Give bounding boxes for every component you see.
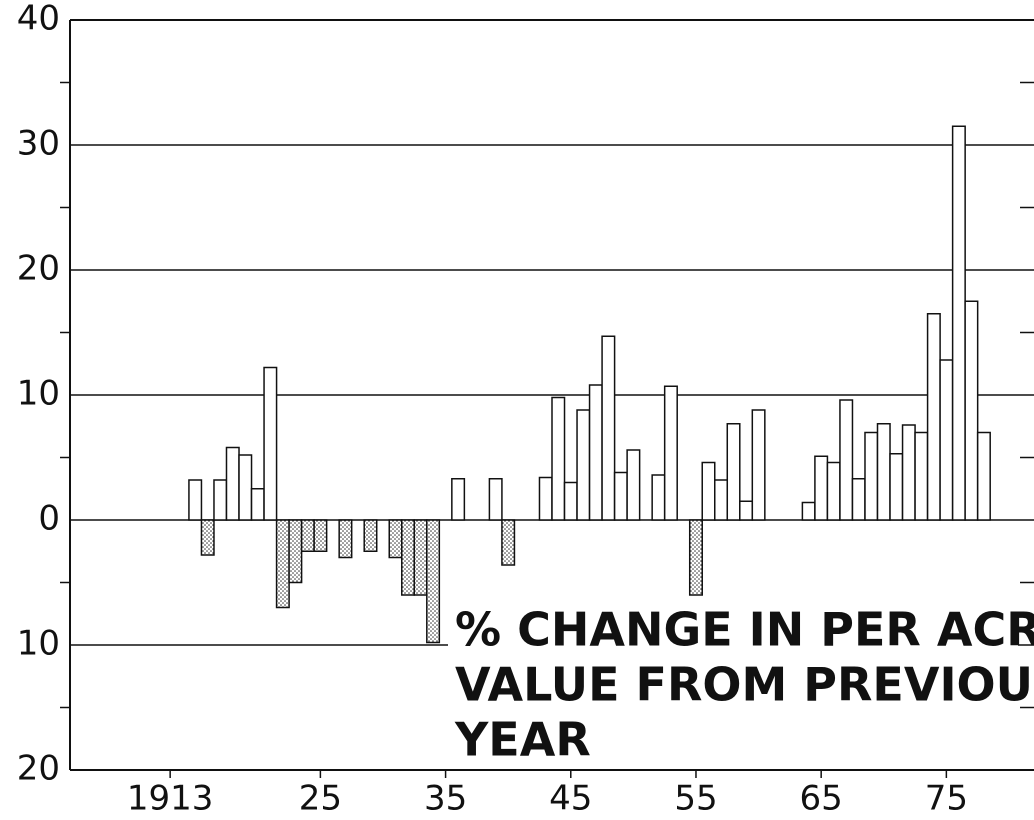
annotation-bg xyxy=(448,605,1018,770)
bar xyxy=(939,359,954,521)
bar xyxy=(613,471,628,521)
bar xyxy=(563,481,578,521)
bar xyxy=(889,453,904,521)
bar xyxy=(814,455,829,521)
bar xyxy=(338,519,353,559)
bar xyxy=(501,519,516,566)
x-tick-label: 45 xyxy=(549,779,592,819)
bar xyxy=(188,479,203,521)
bar xyxy=(388,519,403,559)
bar xyxy=(901,424,916,521)
bar xyxy=(263,366,278,521)
y-tick-label: 0 xyxy=(38,499,60,539)
bar xyxy=(851,478,866,521)
y-tick-label: 10 xyxy=(17,374,60,414)
y-tick-label: 20 xyxy=(17,749,60,789)
bar xyxy=(200,519,215,556)
x-tick-label: 1913 xyxy=(127,779,214,819)
bar xyxy=(576,409,591,521)
bar xyxy=(951,125,966,521)
bar xyxy=(275,519,290,609)
bar xyxy=(976,431,991,521)
bar xyxy=(864,431,879,521)
bar xyxy=(701,461,716,521)
labels: 40 30 20 10 0 10 20 1913 25 35 45 55 65 75 % CHANGE IN… xyxy=(17,0,1034,819)
x-tick-label: 65 xyxy=(800,779,843,819)
bar xyxy=(914,431,929,521)
y-tick-label: 30 xyxy=(17,124,60,164)
bar xyxy=(213,479,228,521)
bar xyxy=(238,454,253,521)
bar xyxy=(651,474,666,521)
y-tick-label: 10 xyxy=(17,624,60,664)
bar xyxy=(538,476,553,521)
bar xyxy=(688,519,703,596)
bar xyxy=(876,423,891,521)
bar xyxy=(426,519,441,644)
x-tick-label: 75 xyxy=(925,779,968,819)
x-tick-label: 35 xyxy=(424,779,467,819)
bar xyxy=(739,500,754,521)
bar xyxy=(225,446,240,521)
bar xyxy=(250,488,265,521)
y-tick-label: 40 xyxy=(17,0,60,39)
bar xyxy=(601,335,616,521)
bars xyxy=(188,125,991,644)
bar xyxy=(413,519,428,596)
bar xyxy=(588,384,603,521)
bar xyxy=(551,396,566,521)
annotation: YEAR xyxy=(454,713,591,767)
x-tick-label: 25 xyxy=(299,779,342,819)
bar xyxy=(451,478,466,521)
bar xyxy=(313,519,328,552)
bar xyxy=(826,461,841,521)
bar xyxy=(288,519,303,584)
annotation: VALUE FROM PREVIOUS xyxy=(455,658,1034,712)
bar xyxy=(926,313,941,521)
bar xyxy=(626,449,641,521)
bar xyxy=(663,385,678,521)
bar xyxy=(363,519,378,552)
bar xyxy=(401,519,416,596)
bar xyxy=(488,478,503,521)
annotation: % CHANGE IN PER ACRE xyxy=(455,603,1034,657)
x-tick-label: 55 xyxy=(674,779,717,819)
y-tick-label: 20 xyxy=(17,249,60,289)
bar xyxy=(801,501,816,521)
bar xyxy=(300,519,315,552)
bar xyxy=(964,300,979,521)
bar xyxy=(751,409,766,521)
bar xyxy=(839,399,854,521)
bar xyxy=(726,423,741,521)
bar xyxy=(714,479,729,521)
